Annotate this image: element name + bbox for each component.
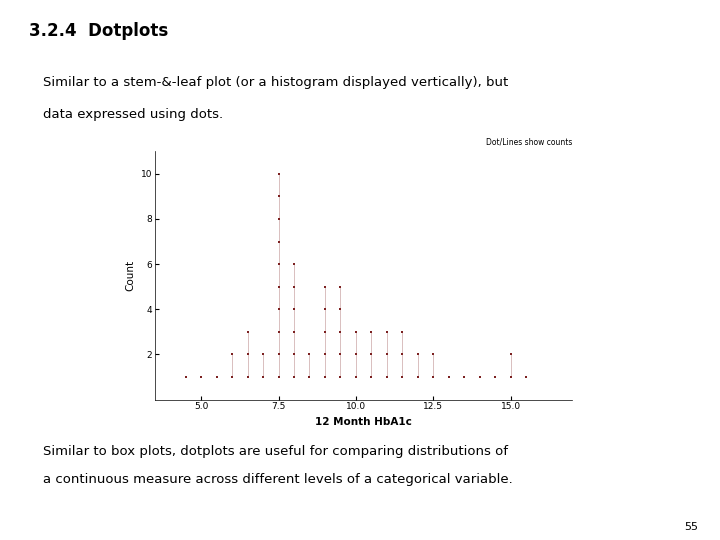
Text: 3.2.4  Dotplots: 3.2.4 Dotplots (29, 22, 168, 39)
Text: 55: 55 (685, 522, 698, 532)
X-axis label: 12 Month HbA1c: 12 Month HbA1c (315, 417, 412, 427)
Text: a continuous measure across different levels of a categorical variable.: a continuous measure across different le… (43, 472, 513, 485)
Y-axis label: Count: Count (125, 260, 135, 291)
Text: Similar to box plots, dotplots are useful for comparing distributions of: Similar to box plots, dotplots are usefu… (43, 446, 508, 458)
Text: Dot/Lines show counts: Dot/Lines show counts (486, 137, 572, 146)
Text: data expressed using dots.: data expressed using dots. (43, 108, 223, 121)
Text: Similar to a stem-&-leaf plot (or a histogram displayed vertically), but: Similar to a stem-&-leaf plot (or a hist… (43, 76, 508, 89)
